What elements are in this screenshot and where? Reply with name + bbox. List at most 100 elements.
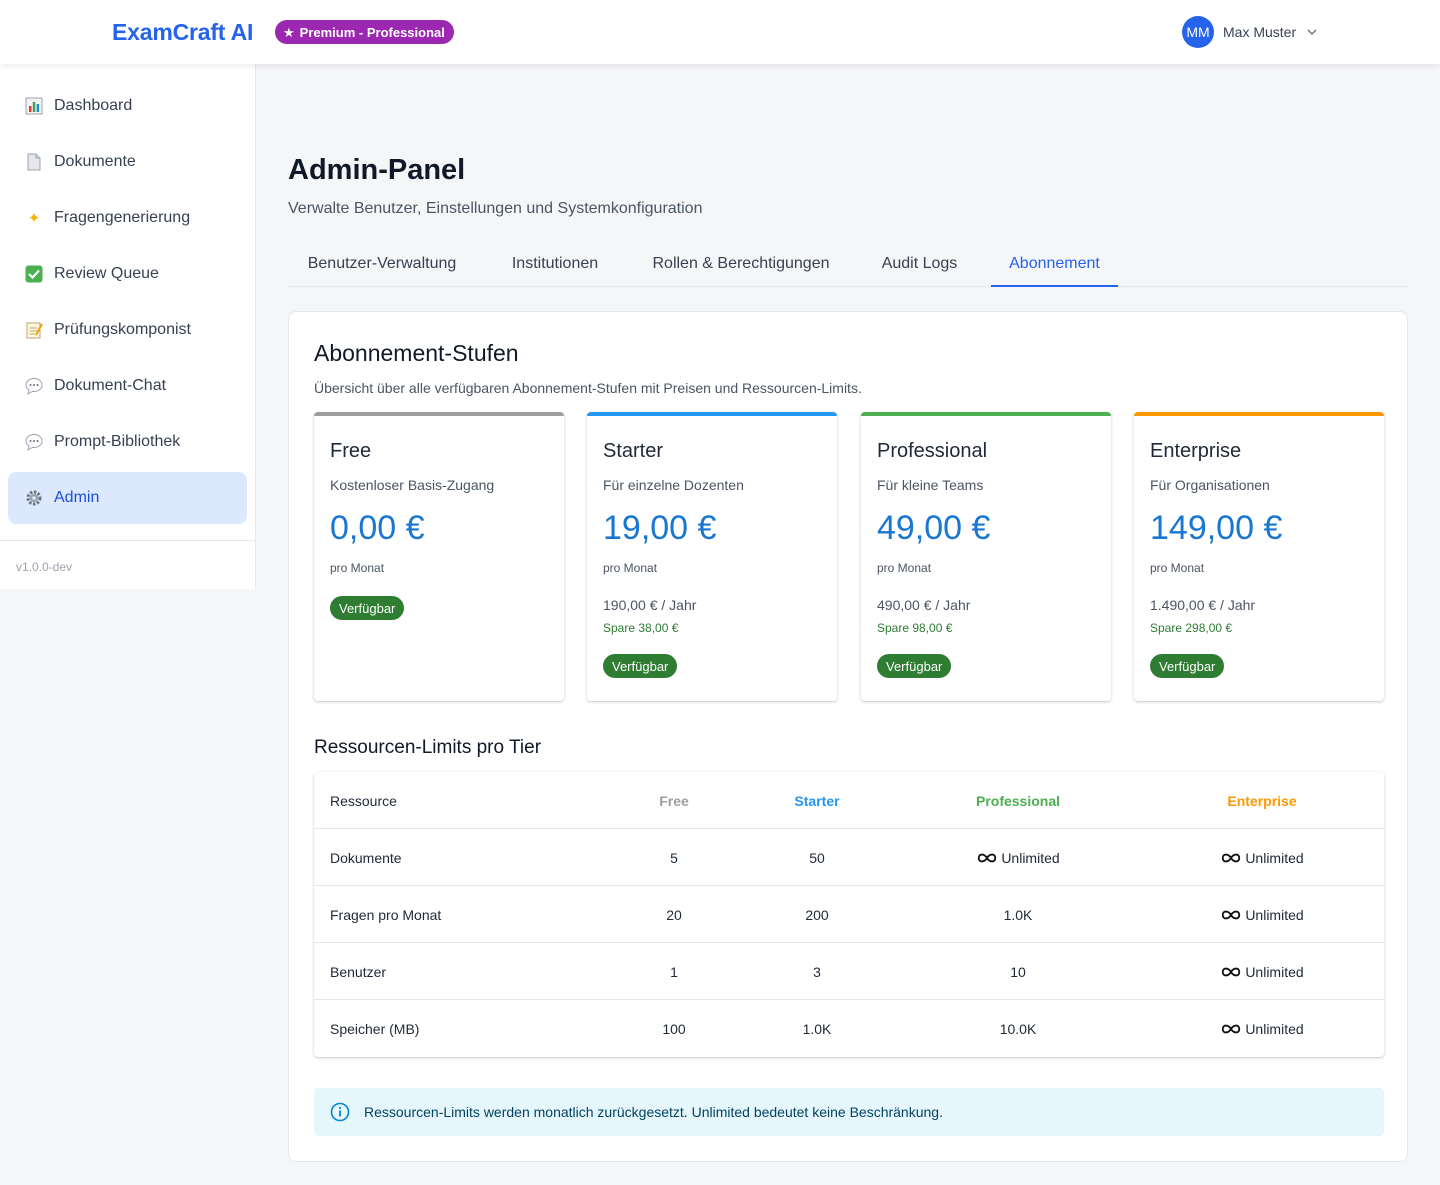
tier-price: 149,00 € — [1150, 509, 1283, 547]
tab-rollen-berechtigungen[interactable]: Rollen & Berechtigungen — [652, 255, 830, 272]
limit-enterprise: Unlimited — [1182, 886, 1342, 943]
sparkles-icon: ✦ — [27, 210, 41, 227]
column-header-starter: Starter — [794, 792, 840, 809]
plan-badge-label: Premium - Professional — [299, 24, 445, 40]
speech-bubble-icon — [24, 376, 44, 396]
status-badge: Verfügbar — [603, 654, 678, 678]
subscription-panel: Abonnement-Stufen Übersicht über alle ve… — [288, 311, 1408, 1162]
tier-yearly-price: 1.490,00 € / Jahr — [1150, 597, 1256, 613]
limit-starter: 200 — [805, 906, 829, 923]
user-name[interactable]: Max Muster — [1223, 24, 1297, 40]
tier-period: pro Monat — [1150, 561, 1205, 575]
limit-free: 100 — [662, 1020, 686, 1037]
tier-description: Für Organisationen — [1150, 477, 1270, 493]
app-logo[interactable]: ExamCraft AI — [112, 19, 254, 45]
limit-free: 1 — [670, 963, 678, 980]
tab-institutionen[interactable]: Institutionen — [511, 255, 599, 272]
limit-value: Unlimited — [1001, 849, 1060, 866]
memo-icon — [24, 320, 44, 340]
table-row: Fragen pro Monat 20 200 1.0K Unlimited — [314, 886, 1384, 943]
tier-description: Kostenloser Basis-Zugang — [330, 477, 495, 493]
table-row: Speicher (MB) 100 1.0K 10.0K Unlimited — [314, 1000, 1384, 1057]
chevron-down-icon[interactable] — [1306, 26, 1318, 38]
limit-professional: 10.0K — [999, 1020, 1037, 1037]
resource-name: Speicher (MB) — [330, 1020, 420, 1037]
tier-card-enterprise: Enterprise Für Organisationen 149,00 € p… — [1134, 412, 1384, 701]
limit-enterprise: Unlimited — [1182, 1000, 1342, 1057]
tier-price: 0,00 € — [330, 509, 425, 547]
sidebar-item-label: Review Queue — [54, 265, 159, 282]
tab-audit-logs[interactable]: Audit Logs — [881, 255, 958, 272]
sidebar-item-review-queue[interactable]: Review Queue — [8, 248, 247, 300]
sidebar-item-dashboard[interactable]: Dashboard — [8, 80, 247, 132]
limits-title: Ressourcen-Limits pro Tier — [314, 737, 542, 758]
admin-tabs: Benutzer-Verwaltung Institutionen Rollen… — [288, 242, 1408, 287]
section-subtitle: Übersicht über alle verfügbaren Abonneme… — [314, 380, 862, 396]
sidebar-item-fragengenerierung[interactable]: ✦ Fragengenerierung — [8, 192, 247, 244]
tier-period: pro Monat — [877, 561, 932, 575]
plan-badge: ★ Premium - Professional — [275, 20, 454, 44]
tier-yearly-price: 190,00 € / Jahr — [603, 597, 697, 613]
resource-name: Benutzer — [330, 963, 387, 980]
sidebar: Dashboard Dokumente ✦ Fragengenerierung … — [0, 64, 256, 589]
limit-enterprise: Unlimited — [1182, 829, 1342, 886]
speech-bubble-icon — [24, 432, 44, 452]
limit-professional: 1.0K — [1003, 906, 1033, 923]
tier-name: Starter — [603, 440, 664, 462]
tier-card-professional: Professional Für kleine Teams 49,00 € pr… — [861, 412, 1111, 701]
limit-value: Unlimited — [1245, 849, 1304, 866]
infinity-icon — [978, 853, 997, 862]
limit-value: Unlimited — [1245, 906, 1304, 923]
status-badge: Verfügbar — [1150, 654, 1225, 678]
app-header: ExamCraft AI ★ Premium - Professional MM… — [0, 0, 1440, 64]
tab-abonnement[interactable]: Abonnement — [991, 242, 1118, 287]
tier-description: Für einzelne Dozenten — [603, 477, 744, 493]
tier-card-starter: Starter Für einzelne Dozenten 19,00 € pr… — [587, 412, 837, 701]
tier-yearly-price: 490,00 € / Jahr — [877, 597, 971, 613]
column-header-enterprise: Enterprise — [1227, 792, 1297, 809]
document-icon — [24, 152, 44, 172]
tier-description: Für kleine Teams — [877, 477, 984, 493]
limit-free: 5 — [670, 849, 678, 866]
limit-starter: 3 — [813, 963, 821, 980]
sidebar-item-label: Prompt-Bibliothek — [54, 433, 181, 450]
status-badge: Verfügbar — [330, 596, 405, 620]
sidebar-item-dokumente[interactable]: Dokumente — [8, 136, 247, 188]
sidebar-item-label: Dashboard — [54, 97, 133, 114]
tier-savings: Spare 98,00 € — [877, 621, 953, 635]
tier-period: pro Monat — [330, 561, 385, 575]
tier-price: 19,00 € — [603, 509, 717, 547]
resource-name: Fragen pro Monat — [330, 906, 442, 923]
info-icon — [330, 1102, 350, 1122]
limit-free: 20 — [666, 906, 682, 923]
status-badge: Verfügbar — [877, 654, 952, 678]
sidebar-item-admin[interactable]: Admin — [8, 472, 247, 524]
sidebar-item-prompt-bibliothek[interactable]: Prompt-Bibliothek — [8, 416, 247, 468]
tier-name: Professional — [877, 440, 988, 462]
info-text: Ressourcen-Limits werden monatlich zurüc… — [364, 1104, 943, 1120]
user-menu[interactable]: MM Max Muster — [1182, 16, 1318, 48]
sidebar-item-dokument-chat[interactable]: Dokument-Chat — [8, 360, 247, 412]
sidebar-item-label: Admin — [54, 489, 100, 506]
check-icon — [24, 264, 44, 284]
limit-value: Unlimited — [1245, 1020, 1304, 1037]
bar-chart-icon — [24, 96, 44, 116]
tab-benutzer-verwaltung[interactable]: Benutzer-Verwaltung — [307, 255, 457, 272]
avatar[interactable]: MM — [1182, 16, 1214, 48]
tier-name: Enterprise — [1150, 440, 1242, 462]
limit-value: Unlimited — [1245, 963, 1304, 980]
column-header-free: Free — [659, 792, 689, 809]
limit-enterprise: Unlimited — [1182, 943, 1342, 1000]
tier-price: 49,00 € — [877, 509, 991, 547]
page-subtitle: Verwalte Benutzer, Einstellungen und Sys… — [288, 200, 703, 217]
tier-savings: Spare 298,00 € — [1150, 621, 1233, 635]
info-alert: Ressourcen-Limits werden monatlich zurüc… — [314, 1088, 1384, 1136]
page-title: Admin-Panel — [288, 154, 466, 186]
infinity-icon — [1222, 910, 1241, 919]
section-title: Abonnement-Stufen — [314, 340, 519, 366]
sidebar-item-pruefungskomponist[interactable]: Prüfungskomponist — [8, 304, 247, 356]
table-row: Dokumente 5 50 Unlimited Unlimited — [314, 829, 1384, 886]
limit-starter: 1.0K — [802, 1020, 832, 1037]
gear-icon — [24, 488, 44, 508]
sidebar-divider — [0, 540, 255, 541]
